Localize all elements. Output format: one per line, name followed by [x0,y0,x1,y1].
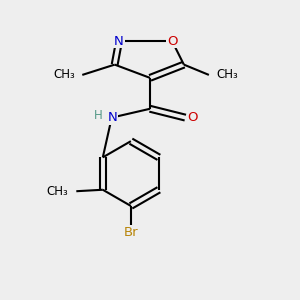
Text: CH₃: CH₃ [46,185,68,198]
Text: O: O [188,111,198,124]
Text: N: N [114,34,124,48]
Text: H: H [94,109,103,122]
Text: CH₃: CH₃ [216,68,238,81]
Text: O: O [167,34,177,48]
Text: N: N [107,111,117,124]
Text: CH₃: CH₃ [53,68,75,81]
Text: Br: Br [124,226,138,239]
